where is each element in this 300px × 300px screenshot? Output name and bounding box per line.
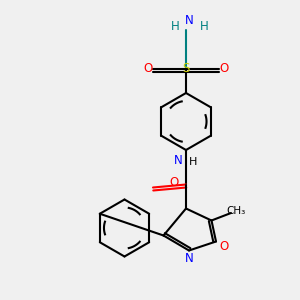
Text: O: O (219, 62, 228, 76)
Text: H: H (200, 20, 208, 34)
Text: O: O (219, 239, 228, 253)
Text: H: H (189, 157, 198, 167)
Text: O: O (144, 62, 153, 76)
Text: S: S (182, 62, 190, 76)
Text: N: N (184, 14, 194, 28)
Text: N: N (174, 154, 183, 167)
Text: CH₃: CH₃ (227, 206, 246, 217)
Text: N: N (184, 251, 194, 265)
Text: H: H (171, 20, 180, 34)
Text: O: O (169, 176, 178, 190)
